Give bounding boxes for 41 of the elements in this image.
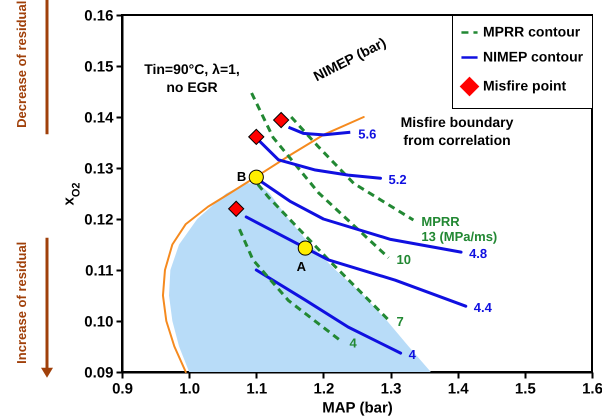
text: Increase of residual — [14, 242, 29, 364]
annotation: MPRR 13 (MPa/ms) — [421, 214, 498, 244]
y-tick-label: 0.09 — [84, 364, 114, 382]
x-tick-label: 1.4 — [448, 380, 470, 398]
x-tick-label: 1.1 — [246, 380, 268, 398]
x-tick-label: 1.3 — [380, 380, 402, 398]
y-tick-label: 0.16 — [84, 8, 114, 24]
x-tick-label: 1.6 — [582, 380, 602, 398]
y-tick-label: 0.13 — [84, 160, 114, 178]
text: Decrease of residual — [14, 0, 29, 128]
point — [273, 112, 290, 128]
annotation: 4.8 — [469, 246, 488, 262]
y-tick-label: 0.14 — [84, 110, 114, 126]
annotation: A — [296, 259, 307, 274]
annotation: 5.2 — [388, 172, 407, 188]
legend-label: MPRR contour — [483, 24, 581, 40]
legend-label: NIMEP contour — [483, 48, 584, 64]
point — [248, 170, 264, 185]
legend-label: Misfire point — [483, 78, 567, 94]
annotation: 4.4 — [474, 300, 493, 316]
line-series — [250, 92, 390, 260]
x-axis-title: MAP (bar) — [322, 400, 393, 416]
y-tick-label: 0.11 — [85, 262, 114, 280]
x-tick-label: 1.2 — [314, 380, 334, 398]
x-tick-label: 1.5 — [514, 380, 536, 398]
annotation: B — [236, 169, 246, 184]
annotation: Misfire boundary from correlation — [400, 114, 514, 148]
y-tick-label: 0.12 — [84, 212, 114, 228]
point — [248, 128, 264, 145]
annotation: 10 — [396, 252, 412, 267]
annotation: 5.6 — [358, 126, 376, 142]
y-tick-label: 0.15 — [84, 58, 114, 76]
point — [228, 200, 244, 217]
y-tick-label: 0.10 — [84, 314, 114, 330]
x-tick-label: 1.0 — [179, 380, 200, 398]
annotation: 4 — [350, 335, 358, 350]
point — [298, 240, 313, 256]
annotation: Tin=90°C, λ=1, no EGR — [144, 61, 240, 95]
x-tick-label: 0.9 — [112, 380, 133, 398]
annotation: 7 — [396, 314, 404, 329]
annotation: 4 — [408, 347, 417, 362]
